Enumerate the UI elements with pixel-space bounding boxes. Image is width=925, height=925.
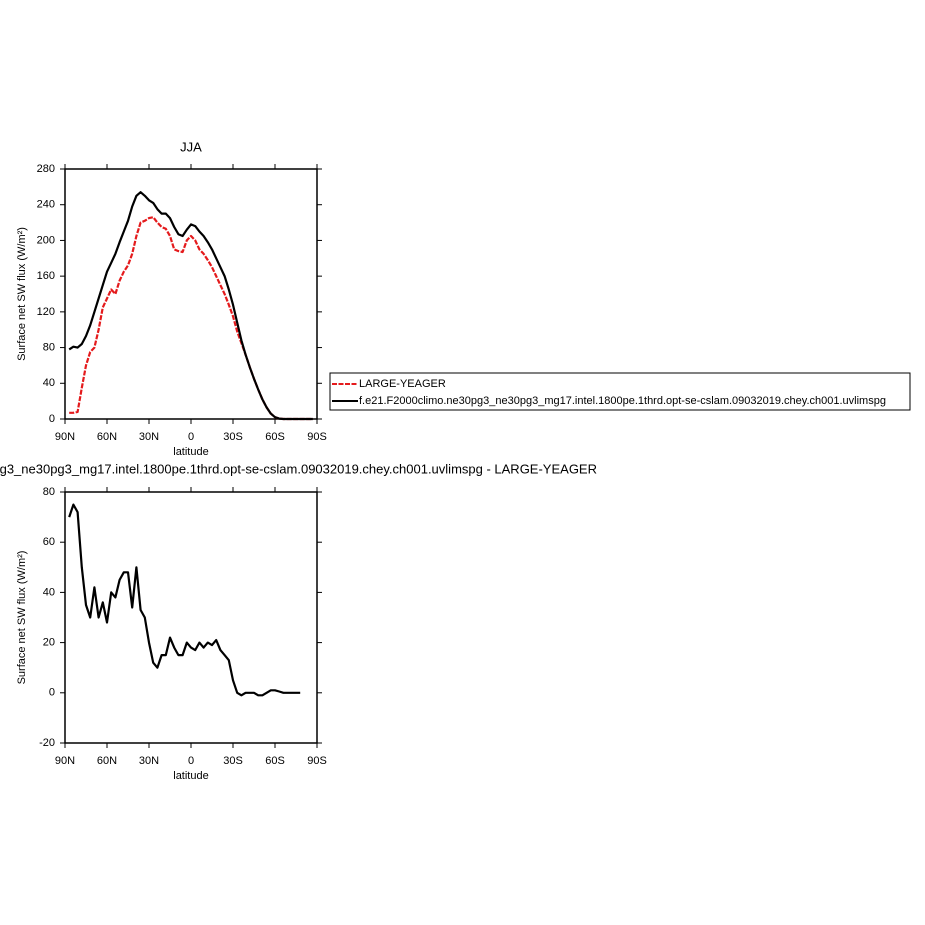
y-axis-label: Surface net SW flux (W/m²) xyxy=(16,551,28,685)
y-tick-label: 40 xyxy=(43,586,55,598)
x-tick-label: 30S xyxy=(223,755,243,767)
x-axis-label: latitude xyxy=(173,446,208,458)
y-tick-label: 0 xyxy=(49,687,55,699)
x-tick-label: 0 xyxy=(188,755,194,767)
y-tick-label: 200 xyxy=(37,234,55,246)
x-tick-label: 30S xyxy=(223,431,243,443)
y-tick-label: 120 xyxy=(37,306,55,318)
data-line xyxy=(69,216,313,421)
x-tick-label: 90N xyxy=(55,755,75,767)
y-tick-label: 60 xyxy=(43,536,55,548)
data-line xyxy=(68,503,301,697)
y-tick-label: 0 xyxy=(49,413,55,425)
x-tick-label: 90S xyxy=(307,431,327,443)
x-tick-label: 30N xyxy=(139,431,159,443)
x-axis-label: latitude xyxy=(173,770,208,782)
legend-box xyxy=(329,372,911,411)
y-tick-label: 280 xyxy=(37,163,55,175)
data-line xyxy=(68,191,313,421)
legend-label: LARGE-YEAGER xyxy=(359,378,446,390)
x-tick-label: 90N xyxy=(55,431,75,443)
x-tick-label: 30N xyxy=(139,755,159,767)
x-tick-label: 60S xyxy=(265,755,285,767)
x-tick-label: 60N xyxy=(97,431,117,443)
y-tick-label: 40 xyxy=(43,377,55,389)
chart-title: f.e21.F2000climo.ne30pg3_ne30pg3_mg17.in… xyxy=(0,461,597,476)
x-tick-label: 90S xyxy=(307,755,327,767)
y-tick-label: 160 xyxy=(37,270,55,282)
chart-title: JJA xyxy=(180,139,202,154)
y-tick-label: 20 xyxy=(43,637,55,649)
y-tick-label: 80 xyxy=(43,486,55,498)
x-tick-label: 60S xyxy=(265,431,285,443)
y-axis-label: Surface net SW flux (W/m²) xyxy=(16,227,28,361)
plot-frame xyxy=(64,491,318,744)
legend-label: f.e21.F2000climo.ne30pg3_ne30pg3_mg17.in… xyxy=(359,395,886,407)
y-tick-label: 240 xyxy=(37,199,55,211)
x-tick-label: 0 xyxy=(188,431,194,443)
y-tick-label: -20 xyxy=(39,737,55,749)
plot-frame xyxy=(64,168,318,420)
y-tick-label: 80 xyxy=(43,341,55,353)
x-tick-label: 60N xyxy=(97,755,117,767)
